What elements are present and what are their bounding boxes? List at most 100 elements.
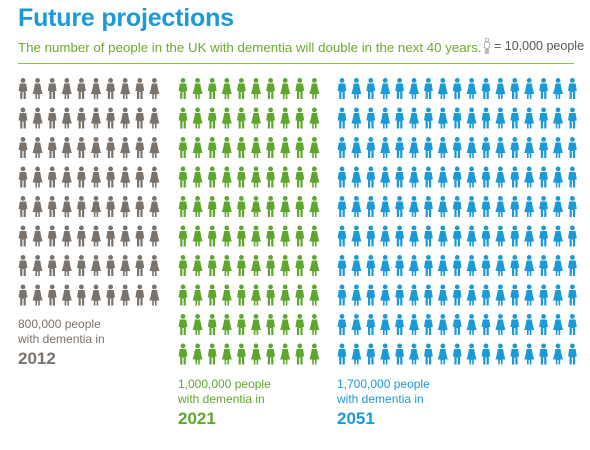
person-icon <box>207 225 217 247</box>
person-icon <box>237 255 246 276</box>
person-icon <box>553 343 563 365</box>
person-icon <box>61 107 72 129</box>
person-icon <box>337 166 347 188</box>
person-icon <box>409 284 419 306</box>
person-icon <box>553 78 563 99</box>
person-icon <box>510 284 520 306</box>
person-icon <box>192 284 203 306</box>
person-icon <box>309 137 320 158</box>
person-icon <box>452 196 462 217</box>
person-icon <box>539 196 548 217</box>
person-icon <box>77 196 86 217</box>
person-icon <box>178 255 188 276</box>
person-icon <box>539 255 548 276</box>
person-icon <box>192 78 203 99</box>
person-icon <box>77 166 86 188</box>
person-icon <box>495 255 506 276</box>
person-icon <box>178 107 188 129</box>
divider-rule <box>18 63 574 64</box>
person-icon <box>351 314 362 335</box>
person-icon <box>553 255 563 276</box>
person-icon <box>539 225 548 247</box>
person-icon <box>280 107 291 129</box>
caption-2051-year: 2051 <box>337 409 375 428</box>
person-icon <box>207 166 217 188</box>
person-icon <box>309 255 320 276</box>
person-icon <box>309 314 320 335</box>
person-icon <box>380 255 391 276</box>
person-icon <box>266 78 275 99</box>
person-icon <box>221 166 232 188</box>
person-icon <box>237 196 246 217</box>
person-icon <box>568 343 577 365</box>
person-icon <box>135 255 145 276</box>
person-icon <box>266 137 275 158</box>
person-icon <box>380 284 391 306</box>
caption-2021: 1,000,000 people with dementia in 2021 <box>178 377 271 429</box>
person-icon <box>178 78 188 99</box>
person-icon <box>466 284 477 306</box>
person-icon <box>553 284 563 306</box>
person-icon <box>106 78 115 99</box>
person-icon <box>61 78 72 99</box>
person-icon <box>251 78 261 99</box>
person-icon <box>568 255 577 276</box>
person-icon <box>495 314 506 335</box>
person-icon <box>452 225 462 247</box>
person-icon <box>495 196 506 217</box>
person-icon <box>266 314 275 335</box>
person-icon <box>295 166 305 188</box>
person-icon <box>510 343 520 365</box>
person-icon <box>251 225 261 247</box>
person-icon <box>309 225 320 247</box>
person-icon <box>32 107 43 129</box>
person-icon <box>366 166 376 188</box>
person-icon <box>280 255 291 276</box>
person-icon <box>135 166 145 188</box>
person-icon <box>568 284 577 306</box>
person-icon <box>437 225 448 247</box>
person-icon <box>120 284 131 306</box>
person-icon <box>309 196 320 217</box>
person-icon <box>106 196 115 217</box>
person-icon <box>266 343 275 365</box>
person-icon <box>309 166 320 188</box>
person-icon <box>524 137 535 158</box>
person-icon <box>466 225 477 247</box>
person-icon <box>539 78 548 99</box>
person-icon <box>237 225 246 247</box>
person-icon <box>568 137 577 158</box>
person-icon <box>221 196 232 217</box>
person-icon <box>221 343 232 365</box>
person-icon <box>337 284 347 306</box>
person-icon <box>192 225 203 247</box>
person-icon <box>106 107 115 129</box>
person-icon <box>18 196 28 217</box>
person-icon <box>568 107 577 129</box>
person-icon <box>524 284 535 306</box>
person-icon <box>466 78 477 99</box>
person-icon <box>192 137 203 158</box>
person-icon <box>32 137 43 158</box>
person-icon <box>149 78 160 99</box>
person-icon <box>47 166 57 188</box>
person-icon <box>251 166 261 188</box>
person-icon <box>437 255 448 276</box>
person-icon <box>510 137 520 158</box>
person-icon <box>178 166 188 188</box>
person-icon <box>106 284 115 306</box>
person-icon <box>91 225 101 247</box>
person-icon <box>251 107 261 129</box>
person-icon <box>237 314 246 335</box>
person-icon <box>192 314 203 335</box>
person-icon <box>106 255 115 276</box>
person-icon <box>91 107 101 129</box>
person-icon <box>452 166 462 188</box>
person-icon <box>120 78 131 99</box>
person-icon <box>266 107 275 129</box>
person-icon <box>351 343 362 365</box>
person-icon <box>466 137 477 158</box>
page-title: Future projections <box>18 4 234 32</box>
person-icon <box>91 137 101 158</box>
person-icon <box>337 255 347 276</box>
